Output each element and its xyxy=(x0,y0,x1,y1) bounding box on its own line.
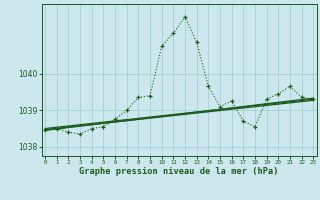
X-axis label: Graphe pression niveau de la mer (hPa): Graphe pression niveau de la mer (hPa) xyxy=(79,167,279,176)
